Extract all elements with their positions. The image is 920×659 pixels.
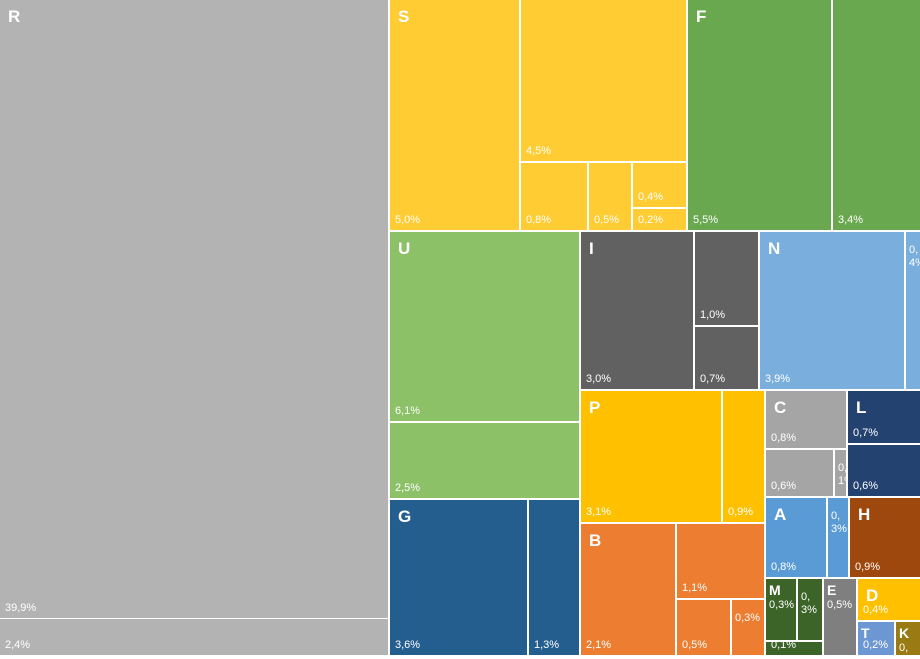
- data-label: 39,9%: [5, 602, 37, 615]
- data-label: 0,9%: [728, 506, 754, 519]
- data-label: 2,1%: [586, 639, 612, 652]
- treemap-tile-a-1: A 0,8%: [766, 498, 826, 577]
- treemap-tile-l-1: L 0,7%: [848, 391, 920, 443]
- group-label-d: D: [866, 586, 879, 605]
- group-label-m: M: [769, 582, 781, 598]
- data-label: 0,3%: [735, 612, 761, 624]
- treemap-tile-s-3: 0,8%: [521, 163, 587, 230]
- data-label: 0,2%: [638, 214, 664, 227]
- data-label: 0,3%: [769, 599, 795, 611]
- treemap-tile-l-2: 0,6%: [848, 445, 920, 496]
- treemap-tile-i-3: 0,7%: [695, 327, 758, 389]
- data-label: 0,5%: [594, 214, 620, 227]
- data-label: 5,5%: [693, 214, 719, 227]
- data-label: 6,1%: [395, 405, 421, 418]
- group-label-l: L: [856, 398, 867, 417]
- treemap-tile-c-3: 0,1%: [835, 450, 846, 496]
- data-label: 0,8%: [771, 432, 797, 445]
- data-label: 3,9%: [765, 373, 791, 386]
- data-label: 0,4%: [863, 604, 889, 617]
- data-label: 0,9%: [855, 561, 881, 574]
- data-label: 0,1%: [899, 642, 915, 655]
- group-label-e: E: [827, 582, 837, 598]
- treemap-tile-u-2: 2,5%: [390, 423, 579, 498]
- data-label: 2,4%: [5, 639, 31, 652]
- treemap-tile-p-2: 0,9%: [723, 391, 764, 522]
- data-label: 0,4%: [638, 191, 664, 204]
- data-label: 1,1%: [682, 582, 708, 595]
- data-label: 0,4%: [909, 244, 920, 269]
- group-label-f: F: [696, 7, 707, 26]
- treemap-tile-i-2: 1,0%: [695, 232, 758, 325]
- treemap-tile-g-1: G 3,6%: [390, 500, 527, 655]
- data-label: 3,0%: [586, 373, 612, 386]
- treemap-tile-f-1: F 5,5%: [688, 0, 831, 230]
- group-label-n: N: [768, 239, 781, 258]
- treemap-tile-b-1: B 2,1%: [581, 524, 675, 655]
- group-label-h: H: [858, 505, 871, 524]
- group-label-c: C: [774, 398, 787, 417]
- data-label: 0,8%: [526, 214, 552, 227]
- treemap-tile-c-1: C 0,8%: [766, 391, 846, 448]
- data-label: 0,1%: [838, 462, 846, 487]
- data-label: 0,2%: [863, 639, 889, 652]
- treemap-tile-s-1: S 5,0%: [390, 0, 519, 230]
- data-label: 2,5%: [395, 482, 421, 495]
- data-label: 0,3%: [801, 591, 817, 616]
- treemap-tile-b-2: 1,1%: [677, 524, 764, 598]
- treemap-tile-s-5: 0,4%: [633, 163, 686, 207]
- treemap-tile-b-4: 0,3%: [732, 600, 764, 655]
- treemap-tile-r-2: 2,4%: [0, 619, 388, 655]
- treemap-tile-r-1: R 39,9%: [0, 0, 388, 618]
- treemap-tile-k-1: K0,1%: [896, 622, 920, 655]
- group-label-i: I: [589, 239, 594, 258]
- data-label: 0,7%: [700, 373, 726, 386]
- data-label: 1,0%: [700, 309, 726, 322]
- treemap-tile-n-2: 0,4%: [906, 232, 920, 389]
- data-label: 4,5%: [526, 145, 552, 158]
- treemap-tile-s-4: 0,5%: [589, 163, 631, 230]
- data-label: 3,1%: [586, 506, 612, 519]
- group-label-u: U: [398, 239, 411, 258]
- data-label: 0,6%: [853, 480, 879, 493]
- treemap-tile-m-2: 0,3%: [798, 579, 822, 640]
- treemap-tile-g-2: 1,3%: [529, 500, 579, 655]
- data-label: 0,5%: [827, 599, 853, 611]
- group-label-p: P: [589, 398, 601, 417]
- treemap-tile-m-1: M 0,3%: [766, 579, 796, 640]
- group-label-k: K: [899, 625, 910, 641]
- treemap-tile-f-2: 3,4%: [833, 0, 920, 230]
- data-label: 0,5%: [682, 639, 708, 652]
- treemap-tile-p-1: P 3,1%: [581, 391, 721, 522]
- group-label-g: G: [398, 507, 412, 526]
- treemap-tile-t-1: T 0,2%: [858, 622, 894, 655]
- treemap-tile-e-1: E 0,5%: [824, 579, 856, 655]
- data-label: 0,3%: [831, 510, 847, 535]
- data-label: 0,6%: [771, 480, 797, 493]
- data-label: 5,0%: [395, 214, 421, 227]
- data-label: 1,3%: [534, 639, 560, 652]
- treemap-tile-u-1: U 6,1%: [390, 232, 579, 421]
- treemap-tile-s-6: 0,2%: [633, 209, 686, 230]
- group-label-t: T: [861, 625, 870, 641]
- treemap-tile-s-2: 4,5%: [521, 0, 686, 161]
- data-label: 0,1%: [771, 642, 797, 652]
- treemap-tile-c-2: 0,6%: [766, 450, 833, 496]
- treemap-tile-b-3: 0,5%: [677, 600, 730, 655]
- data-label: 3,4%: [838, 214, 864, 227]
- data-label: 3,6%: [395, 639, 421, 652]
- treemap-tile-m-3: 0,1%: [766, 642, 822, 655]
- treemap-tile-i-1: I 3,0%: [581, 232, 693, 389]
- treemap-tile-n-1: N 3,9%: [760, 232, 904, 389]
- group-label-r: R: [8, 7, 21, 26]
- group-label-a: A: [774, 505, 787, 524]
- group-label-s: S: [398, 7, 410, 26]
- data-label: 0,7%: [853, 427, 879, 440]
- treemap-tile-a-2: 0,3%: [828, 498, 848, 577]
- data-label: 0,8%: [771, 561, 797, 574]
- treemap-tile-d-1: D 0,4%: [858, 579, 920, 620]
- treemap-tile-h-1: H 0,9%: [850, 498, 920, 577]
- group-label-b: B: [589, 531, 602, 550]
